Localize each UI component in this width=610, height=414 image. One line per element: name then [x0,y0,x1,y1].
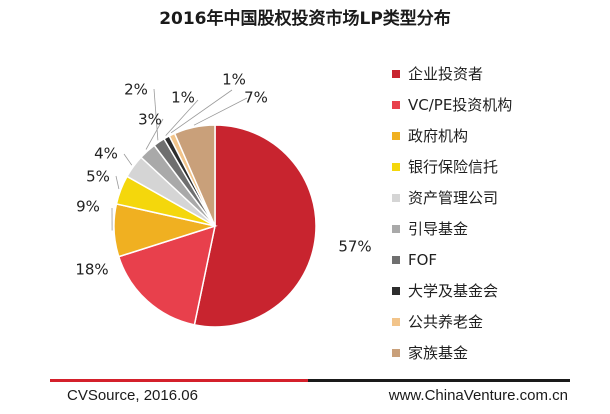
value-label-8: 1% [171,89,195,107]
legend-swatch [392,69,400,78]
legend-item: 银行保险信托 [392,151,602,182]
legend: 企业投资者 VC/PE投资机构 政府机构银行保险信托 资产管理公司 引导基金 FOF 大学及… [392,58,602,368]
leader-line-8 [165,99,199,136]
value-label-9: 1% [222,71,246,89]
legend-label: 企业投资者 [408,65,484,83]
value-label-3: 9% [76,198,100,216]
value-label-1: 57% [338,238,371,256]
value-label-7: 2% [124,81,148,99]
legend-swatch [392,193,400,202]
value-label-6: 3% [138,111,162,129]
legend-item: 企业投资者 [392,58,602,89]
legend-label: VC/PE投资机构 [408,96,513,114]
legend-label: 引导基金 [408,220,469,238]
legend-item: FOF [392,244,602,275]
legend-swatch [392,317,400,326]
footer-rule-black [308,379,570,382]
pie-slice-10 [173,124,216,227]
legend-swatch [392,348,400,357]
legend-label: 公共养老金 [408,313,484,331]
legend-label: 大学及基金会 [408,282,499,300]
leader-line-10 [193,97,248,126]
leader-line-4 [115,175,120,190]
pie-slice-1 [193,124,317,328]
leader-line-7 [153,88,159,141]
legend-item: 资产管理公司 [392,182,602,213]
chart-title: 2016年中国股权投资市场LP类型分布 [159,9,451,29]
legend-item: 引导基金 [392,213,602,244]
legend-label: 资产管理公司 [408,189,499,207]
legend-item: 公共养老金 [392,306,602,337]
leader-line-5 [123,153,133,166]
legend-swatch [392,224,400,233]
pie-value-labels: 57%18%9%5%4%3%2% 1%1%7% [75,71,371,279]
source-text: CVSource, 2016.06 [67,387,198,404]
footer-rule-red [50,379,308,382]
website-text: www.ChinaVenture.com.cn [388,387,568,404]
legend-swatch [392,100,400,109]
legend-swatch [392,131,400,140]
leader-line-6 [145,118,164,150]
legend-item: VC/PE投资机构 [392,89,602,120]
legend-item: 家族基金 [392,337,602,368]
value-label-10: 7% [244,89,268,107]
legend-label: 政府机构 [408,127,469,145]
legend-label: 家族基金 [408,344,469,362]
legend-swatch [392,162,400,171]
label-leader-lines [111,88,248,231]
legend-item: 政府机构 [392,120,602,151]
legend-item: 大学及基金会 [392,275,602,306]
legend-label: 银行保险信托 [408,158,499,176]
pie-slices [113,124,317,328]
value-label-5: 4% [94,145,118,163]
value-label-4: 5% [86,168,110,186]
legend-label: FOF [408,250,438,269]
leader-line-9 [170,89,233,134]
legend-swatch [392,286,400,295]
legend-swatch [392,255,400,264]
pie-slice-2 [117,224,216,326]
value-label-2: 18% [75,261,108,279]
